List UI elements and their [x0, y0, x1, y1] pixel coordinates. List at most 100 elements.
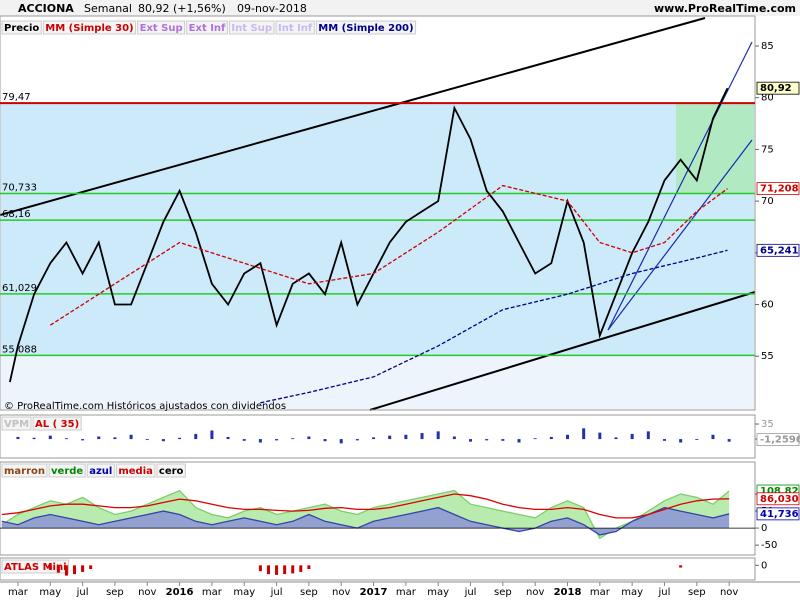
legend-box	[115, 463, 156, 478]
bar	[145, 439, 149, 440]
x-tick-label: jul	[658, 587, 671, 598]
legend-box	[32, 416, 82, 431]
y-tick-label: 35	[761, 419, 774, 430]
bar	[614, 437, 618, 440]
bar	[81, 565, 85, 572]
legend-box	[137, 20, 186, 35]
legend-entry: media	[118, 466, 153, 477]
x-tick-label: may	[621, 587, 643, 598]
bar	[695, 439, 699, 440]
series-line	[49, 184, 728, 326]
legend-entry: MM (Simple 30)	[45, 23, 133, 34]
bar	[194, 433, 198, 440]
legend-box	[1, 463, 48, 478]
bar	[469, 439, 473, 442]
legend-box	[1, 416, 32, 431]
header-bar	[0, 0, 800, 16]
bar	[97, 436, 101, 440]
marker-box	[756, 243, 800, 257]
bar	[501, 439, 505, 441]
bar	[662, 439, 666, 441]
bar	[283, 565, 287, 575]
legend-box	[156, 463, 186, 478]
legend-entry: MM (Simple 200)	[318, 23, 413, 34]
y-tick-label: 70	[761, 196, 774, 207]
marker-label: -1,2596	[760, 435, 800, 446]
footnote: © ProRealTime.com Históricos ajustados c…	[4, 400, 286, 412]
bar	[266, 565, 270, 575]
y-tick-label: 60	[761, 300, 774, 311]
trend-lines	[0, 17, 756, 411]
bar	[485, 439, 489, 441]
channel-lower	[369, 291, 756, 411]
bar	[73, 565, 77, 575]
zone-shade-lower	[1, 355, 754, 409]
legend-entry: Int Sup	[231, 23, 272, 34]
y-tick-label: 0	[761, 560, 767, 571]
bar	[679, 439, 683, 443]
bar	[436, 431, 440, 440]
quote: 80,92 (+1,56%)	[138, 2, 226, 15]
bar	[549, 436, 553, 440]
bar	[679, 565, 683, 568]
bar	[727, 439, 731, 442]
legend-entry: Int Inf	[278, 23, 313, 34]
bar	[404, 434, 408, 440]
series-line	[1, 493, 730, 519]
legend-entry: cero	[159, 466, 184, 477]
bar	[630, 433, 634, 440]
marker-box	[756, 182, 800, 196]
x-tick-label: mar	[202, 587, 223, 598]
legend-box	[42, 20, 137, 35]
y-tick-label: 75	[761, 144, 774, 155]
x-tick-label: sep	[494, 587, 512, 598]
x-tick-label: may	[427, 587, 449, 598]
series-line	[9, 87, 729, 383]
channel-fast-upper	[607, 41, 753, 331]
marker-label: 108,82	[760, 486, 799, 497]
bar	[533, 438, 537, 440]
marker-box	[756, 81, 800, 95]
bar	[355, 439, 359, 441]
legend-box	[315, 20, 417, 35]
marker-label: 86,030	[760, 494, 799, 505]
legend-entry: Precio	[4, 23, 39, 34]
bar	[566, 434, 570, 440]
bar	[210, 430, 214, 440]
legend-box	[48, 463, 86, 478]
x-tick-label: 2017	[360, 587, 388, 598]
y-tick-label: -50	[761, 540, 777, 551]
marker-box	[756, 507, 800, 521]
y-tick-label: 0	[761, 523, 767, 534]
bar	[81, 439, 85, 441]
bar	[307, 565, 311, 569]
channel-upper	[0, 17, 706, 216]
x-tick-label: mar	[396, 587, 417, 598]
marker-box	[756, 433, 800, 447]
x-tick-label: mar	[590, 587, 611, 598]
marker-label: 65,241	[760, 245, 799, 256]
x-tick-label: 2018	[554, 587, 582, 598]
period: Semanal	[84, 2, 132, 15]
y-tick-label: 85	[761, 41, 774, 52]
bar	[32, 437, 36, 440]
x-tick-label: nov	[138, 587, 156, 598]
legend-box	[186, 20, 228, 35]
bar	[598, 432, 602, 440]
series-line	[1, 506, 730, 536]
legend-entry: ATLAS Mini	[4, 562, 67, 573]
bar	[64, 565, 68, 576]
x-tick-label: nov	[526, 587, 544, 598]
level-label: 61,029	[2, 283, 37, 294]
bar	[258, 439, 262, 443]
x-tick-label: nov	[720, 587, 738, 598]
marker-label: 41,736	[760, 509, 799, 520]
x-tick-label: jul	[76, 587, 89, 598]
symbol: ACCIONA	[18, 2, 74, 15]
legend-box	[1, 20, 42, 35]
bar	[16, 436, 20, 440]
y-tick-label: 55	[761, 351, 774, 362]
bar	[48, 565, 52, 570]
x-tick-label: jul	[464, 587, 477, 598]
bar	[161, 439, 165, 442]
